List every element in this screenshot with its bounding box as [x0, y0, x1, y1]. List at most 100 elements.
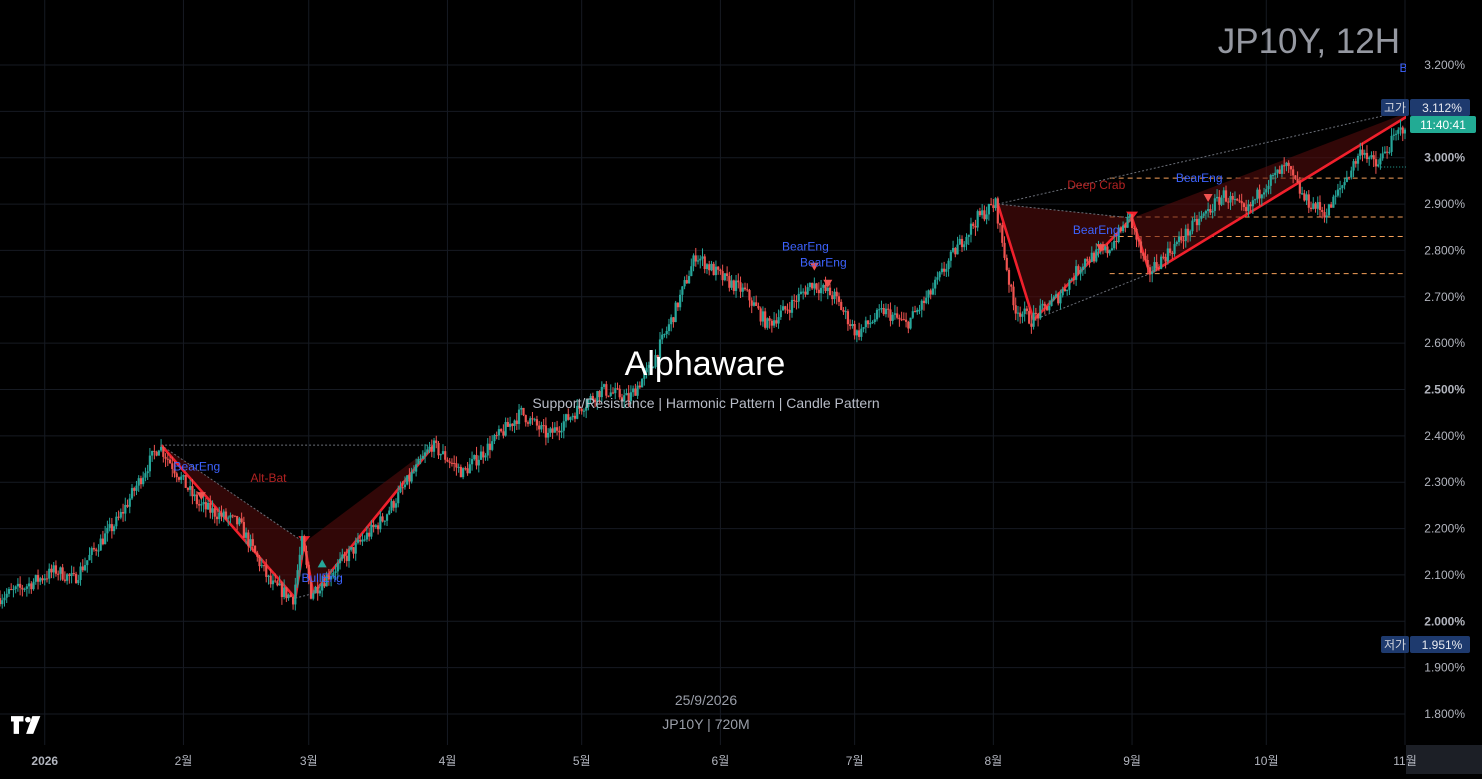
candle-body: [435, 440, 438, 444]
candle-body: [1300, 193, 1304, 195]
candle-body: [491, 441, 494, 450]
candle-body: [251, 539, 254, 546]
candle-body: [488, 443, 492, 450]
candle-body: [1173, 244, 1176, 254]
candle-body: [1171, 252, 1174, 254]
candle-body: [1363, 152, 1366, 155]
candle-body: [1325, 215, 1328, 218]
candle-body: [972, 223, 975, 226]
candle-body: [922, 300, 926, 303]
candle-body: [403, 484, 407, 488]
candle-body: [741, 287, 744, 292]
candle-body: [1, 600, 4, 605]
candle-body: [1039, 305, 1042, 319]
candle-body: [450, 462, 454, 464]
low-value: 1.951%: [1422, 638, 1463, 652]
candle-body: [728, 276, 731, 288]
candle-body: [41, 578, 44, 581]
candle-body: [949, 251, 952, 261]
candle-body: [629, 392, 633, 401]
candle-body: [253, 545, 257, 553]
candle-body: [965, 236, 968, 245]
candle-body: [327, 575, 330, 580]
candle-body: [1298, 182, 1301, 194]
candle-body: [1287, 162, 1290, 167]
candle-body: [500, 429, 503, 432]
candle-body: [307, 564, 310, 581]
candle-body: [162, 447, 165, 457]
candle-body: [649, 364, 653, 369]
candle-body: [233, 515, 237, 517]
candle-body: [938, 272, 941, 278]
candle-body: [842, 310, 845, 312]
candle-body: [1057, 294, 1060, 304]
candle-body: [171, 463, 174, 469]
bear-engulfing-marker: [1203, 194, 1213, 203]
candle-body: [781, 306, 785, 311]
candle-body: [309, 580, 313, 599]
high-label: 고가: [1384, 101, 1406, 115]
candle-body: [815, 283, 818, 290]
candle-body: [341, 554, 344, 559]
high-value-badge: [1410, 99, 1470, 116]
price-tick: 2.400%: [1424, 429, 1465, 443]
candle-body: [837, 296, 841, 302]
candle-body: [455, 463, 458, 468]
time-scale[interactable]: 2026 2월 3월 4월 5월 6월 7월 8월 9월 10월 11월: [0, 745, 1482, 774]
candle-body: [379, 516, 382, 530]
candle-body: [202, 502, 205, 505]
candle-body: [936, 277, 939, 280]
candle-body: [502, 431, 505, 436]
candle-body: [1153, 262, 1156, 272]
candle-body: [200, 504, 203, 506]
candle-body: [1032, 312, 1035, 327]
candle-body: [21, 587, 24, 590]
pattern-ac-line: [1033, 273, 1151, 321]
candle-body: [990, 203, 993, 206]
candle-body: [1269, 175, 1272, 186]
candle-body: [1133, 228, 1136, 230]
candle-body: [1215, 196, 1219, 199]
candle-body: [262, 565, 266, 567]
candle-body: [385, 514, 389, 521]
candle-body: [1220, 197, 1223, 205]
candle-body: [1359, 149, 1362, 156]
candle-body: [182, 475, 185, 477]
candle-body: [1397, 129, 1400, 134]
candle-body: [1101, 248, 1105, 251]
candle-body: [840, 301, 843, 311]
candle-body: [515, 420, 518, 424]
candle-body: [956, 244, 959, 255]
candle-body: [582, 410, 586, 412]
candle-body: [224, 511, 228, 519]
candle-body: [166, 458, 169, 460]
candle-body: [316, 586, 319, 594]
candle-body: [231, 515, 234, 517]
tradingview-logo-icon[interactable]: [11, 716, 43, 734]
candle-body: [875, 309, 879, 320]
candle-body: [1168, 248, 1172, 253]
candle-body: [795, 300, 798, 302]
candle-body: [985, 214, 988, 220]
candle-body: [1124, 225, 1127, 228]
candle-body: [1075, 266, 1078, 280]
candle-body: [1137, 239, 1140, 242]
candle-body: [1023, 308, 1026, 315]
candle-body: [714, 266, 718, 276]
price-tick: 2.900%: [1424, 197, 1465, 211]
candle-body: [444, 451, 447, 460]
candle-body: [945, 269, 948, 272]
candle-body: [694, 255, 697, 262]
candle-body: [79, 566, 82, 581]
candle-body: [363, 539, 366, 541]
price-tick: 2.000%: [1424, 614, 1465, 628]
candle-body: [1195, 219, 1199, 226]
candle-body: [195, 494, 198, 505]
candle-body: [533, 419, 536, 421]
watermark-symbol: JP10Y | 720M: [662, 716, 749, 732]
candle-body: [1316, 202, 1319, 209]
candle-body: [1222, 190, 1225, 198]
candle-body: [446, 459, 449, 462]
